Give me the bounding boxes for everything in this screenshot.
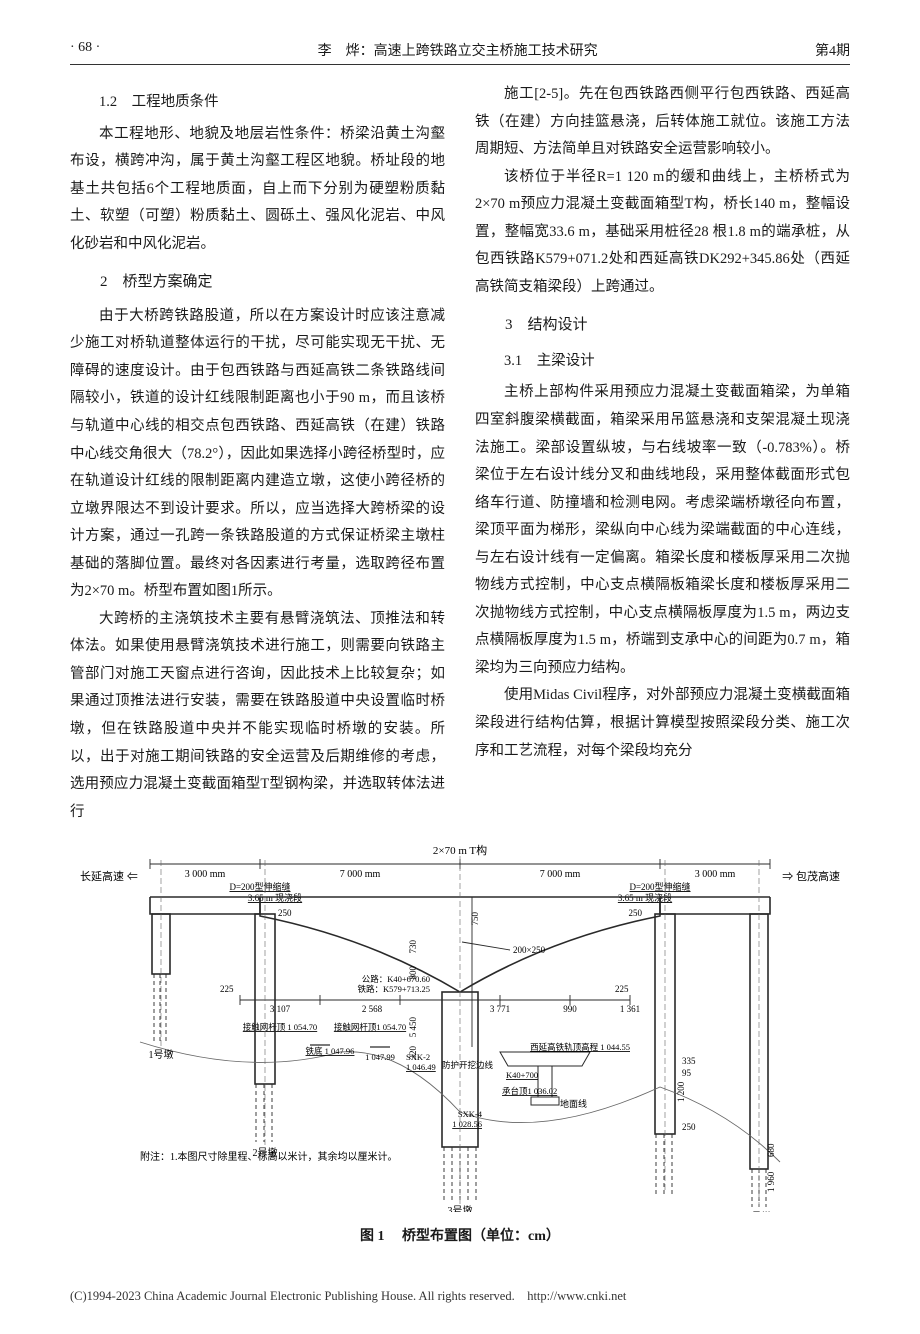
pier-label: 1号墩 [149, 1048, 174, 1061]
dim: 95 [682, 1068, 692, 1078]
figure-note: 附注：1.本图尺寸除里程、标高以米计，其余均以厘米计。 [140, 1150, 398, 1163]
right-column: 施工[2-5]。先在包西铁路西侧平行包西铁路、西延高铁（在建）方向挂篮悬浇，后转… [475, 81, 850, 826]
dim: 5 450 [408, 1017, 418, 1038]
k40: K40+700 [506, 1070, 538, 1080]
dim: 1 361 [620, 1004, 640, 1014]
span-dim: 3 000 mm [695, 869, 736, 880]
issue-number: 第4期 [815, 40, 850, 60]
dim: 250 [278, 908, 292, 918]
fangfu: 防护开挖边线 [442, 1060, 494, 1070]
dim: 730 [408, 940, 418, 954]
bridge-layout-diagram: 2×70 m T构 长延高速 ⇐ ⇒ 包茂高速 3 000 mm 7 000 m… [70, 842, 850, 1212]
joint-label-l: D=200型伸缩缝 [229, 881, 290, 892]
dim: 200×250 [513, 945, 546, 955]
figure-svg-container: 2×70 m T构 长延高速 ⇐ ⇒ 包茂高速 3 000 mm 7 000 m… [70, 842, 850, 1217]
dim: 1 200 [676, 1081, 686, 1102]
paragraph: 大跨桥的主浇筑技术主要有悬臂浇筑法、顶推法和转体法。如果使用悬臂浇筑技术进行施工… [70, 606, 445, 826]
sec-callout [462, 942, 510, 950]
road-km: 公路：K40+670.60 [362, 974, 430, 984]
span-dim: 7 000 mm [540, 869, 581, 880]
paragraph: 使用Midas Civil程序，对外部预应力混凝土变横截面箱梁段进行结构估算，根… [475, 682, 850, 765]
paragraph: 该桥位于半径R=1 120 m的缓和曲线上，主桥桥式为2×70 m预应力混凝土变… [475, 164, 850, 302]
dim: 225 [220, 984, 234, 994]
heading-2: 2 桥型方案确定 [100, 268, 445, 297]
xiyan: 西延高铁轨顶高程 1 044.55 [530, 1042, 630, 1052]
paragraph: 由于大桥跨铁路股道，所以在方案设计时应该注意减少施工对桥轨道整体运行的干扰，尽可… [70, 303, 445, 606]
dim: 990 [563, 1004, 577, 1014]
contact-r: 接触网杆顶1 054.70 [334, 1022, 406, 1032]
fig-top-label: 2×70 m T构 [433, 843, 487, 857]
figure-title: 桥型布置图（单位：cm） [402, 1229, 560, 1244]
joint-label-r: D=200型伸缩缝 [629, 881, 690, 892]
fig-right-arrow: ⇒ 包茂高速 [782, 869, 840, 883]
chengtai: 承台顶1 036.02 [502, 1086, 557, 1096]
dim: 335 [682, 1056, 696, 1066]
rail-km: 铁路：K579+713.25 [357, 984, 430, 994]
sxk4n: 1 028.56 [452, 1119, 482, 1129]
dim: 3 107 [270, 1004, 291, 1014]
heading-3-1: 3.1 主梁设计 [504, 348, 850, 376]
dim: 750 [470, 912, 480, 926]
rail-bottom: 铁底 1 047.96 [306, 1046, 355, 1056]
two-column-body: 1.2 工程地质条件 本工程地形、地貌及地层岩性条件：桥梁沿黄土沟壑布设，横跨冲… [70, 81, 850, 826]
page-number: · 68 · [70, 40, 100, 60]
figure-number: 图 1 [360, 1229, 385, 1244]
dim: 680 [766, 1143, 776, 1157]
running-title: 李 烨：高速上跨铁路立交主桥施工技术研究 [318, 40, 598, 60]
figure-1: 2×70 m T构 长延高速 ⇐ ⇒ 包茂高速 3 000 mm 7 000 m… [70, 842, 850, 1245]
left-column: 1.2 工程地质条件 本工程地形、地貌及地层岩性条件：桥梁沿黄土沟壑布设，横跨冲… [70, 81, 445, 826]
dim: 3 771 [490, 1004, 510, 1014]
dim: 250 [629, 908, 643, 918]
span-dim: 7 000 mm [340, 869, 381, 880]
heading-1-2: 1.2 工程地质条件 [99, 89, 445, 117]
span-dim: 3 000 mm [185, 869, 226, 880]
page-footer: (C)1994-2023 China Academic Journal Elec… [70, 1285, 850, 1304]
fig-left-arrow: 长延高速 ⇐ [80, 869, 138, 883]
pier-label: 4号墩 [747, 1210, 772, 1212]
sxk2: SXK-2 [406, 1052, 430, 1062]
contact-l: 接触网杆顶 1 054.70 [243, 1022, 317, 1032]
page-header: · 68 · 李 烨：高速上跨铁路立交主桥施工技术研究 第4期 [70, 40, 850, 65]
dim: 2 568 [362, 1004, 383, 1014]
sxk4: SXK-4 [458, 1109, 483, 1119]
sxk2-num: 1 046.49 [406, 1062, 436, 1072]
paragraph: 主桥上部构件采用预应力混凝土变截面箱梁，为单箱四室斜腹梁横截面，箱梁采用吊篮悬浇… [475, 379, 850, 682]
paragraph: 施工[2-5]。先在包西铁路西侧平行包西铁路、西延高铁（在建）方向挂篮悬浇，后转… [475, 81, 850, 164]
ground-label: 地面线 [560, 1098, 587, 1109]
pier-label: 3号墩 [448, 1204, 473, 1212]
paragraph: 本工程地形、地貌及地层岩性条件：桥梁沿黄土沟壑布设，横跨冲沟，属于黄土沟壑工程区… [70, 121, 445, 259]
figure-caption: 图 1 桥型布置图（单位：cm） [70, 1225, 850, 1245]
heading-3: 3 结构设计 [505, 311, 850, 340]
dim: 250 [682, 1122, 696, 1132]
underl: 1 047.99 [365, 1052, 395, 1062]
dim: 225 [615, 984, 629, 994]
dim: 1 960 [766, 1171, 776, 1192]
